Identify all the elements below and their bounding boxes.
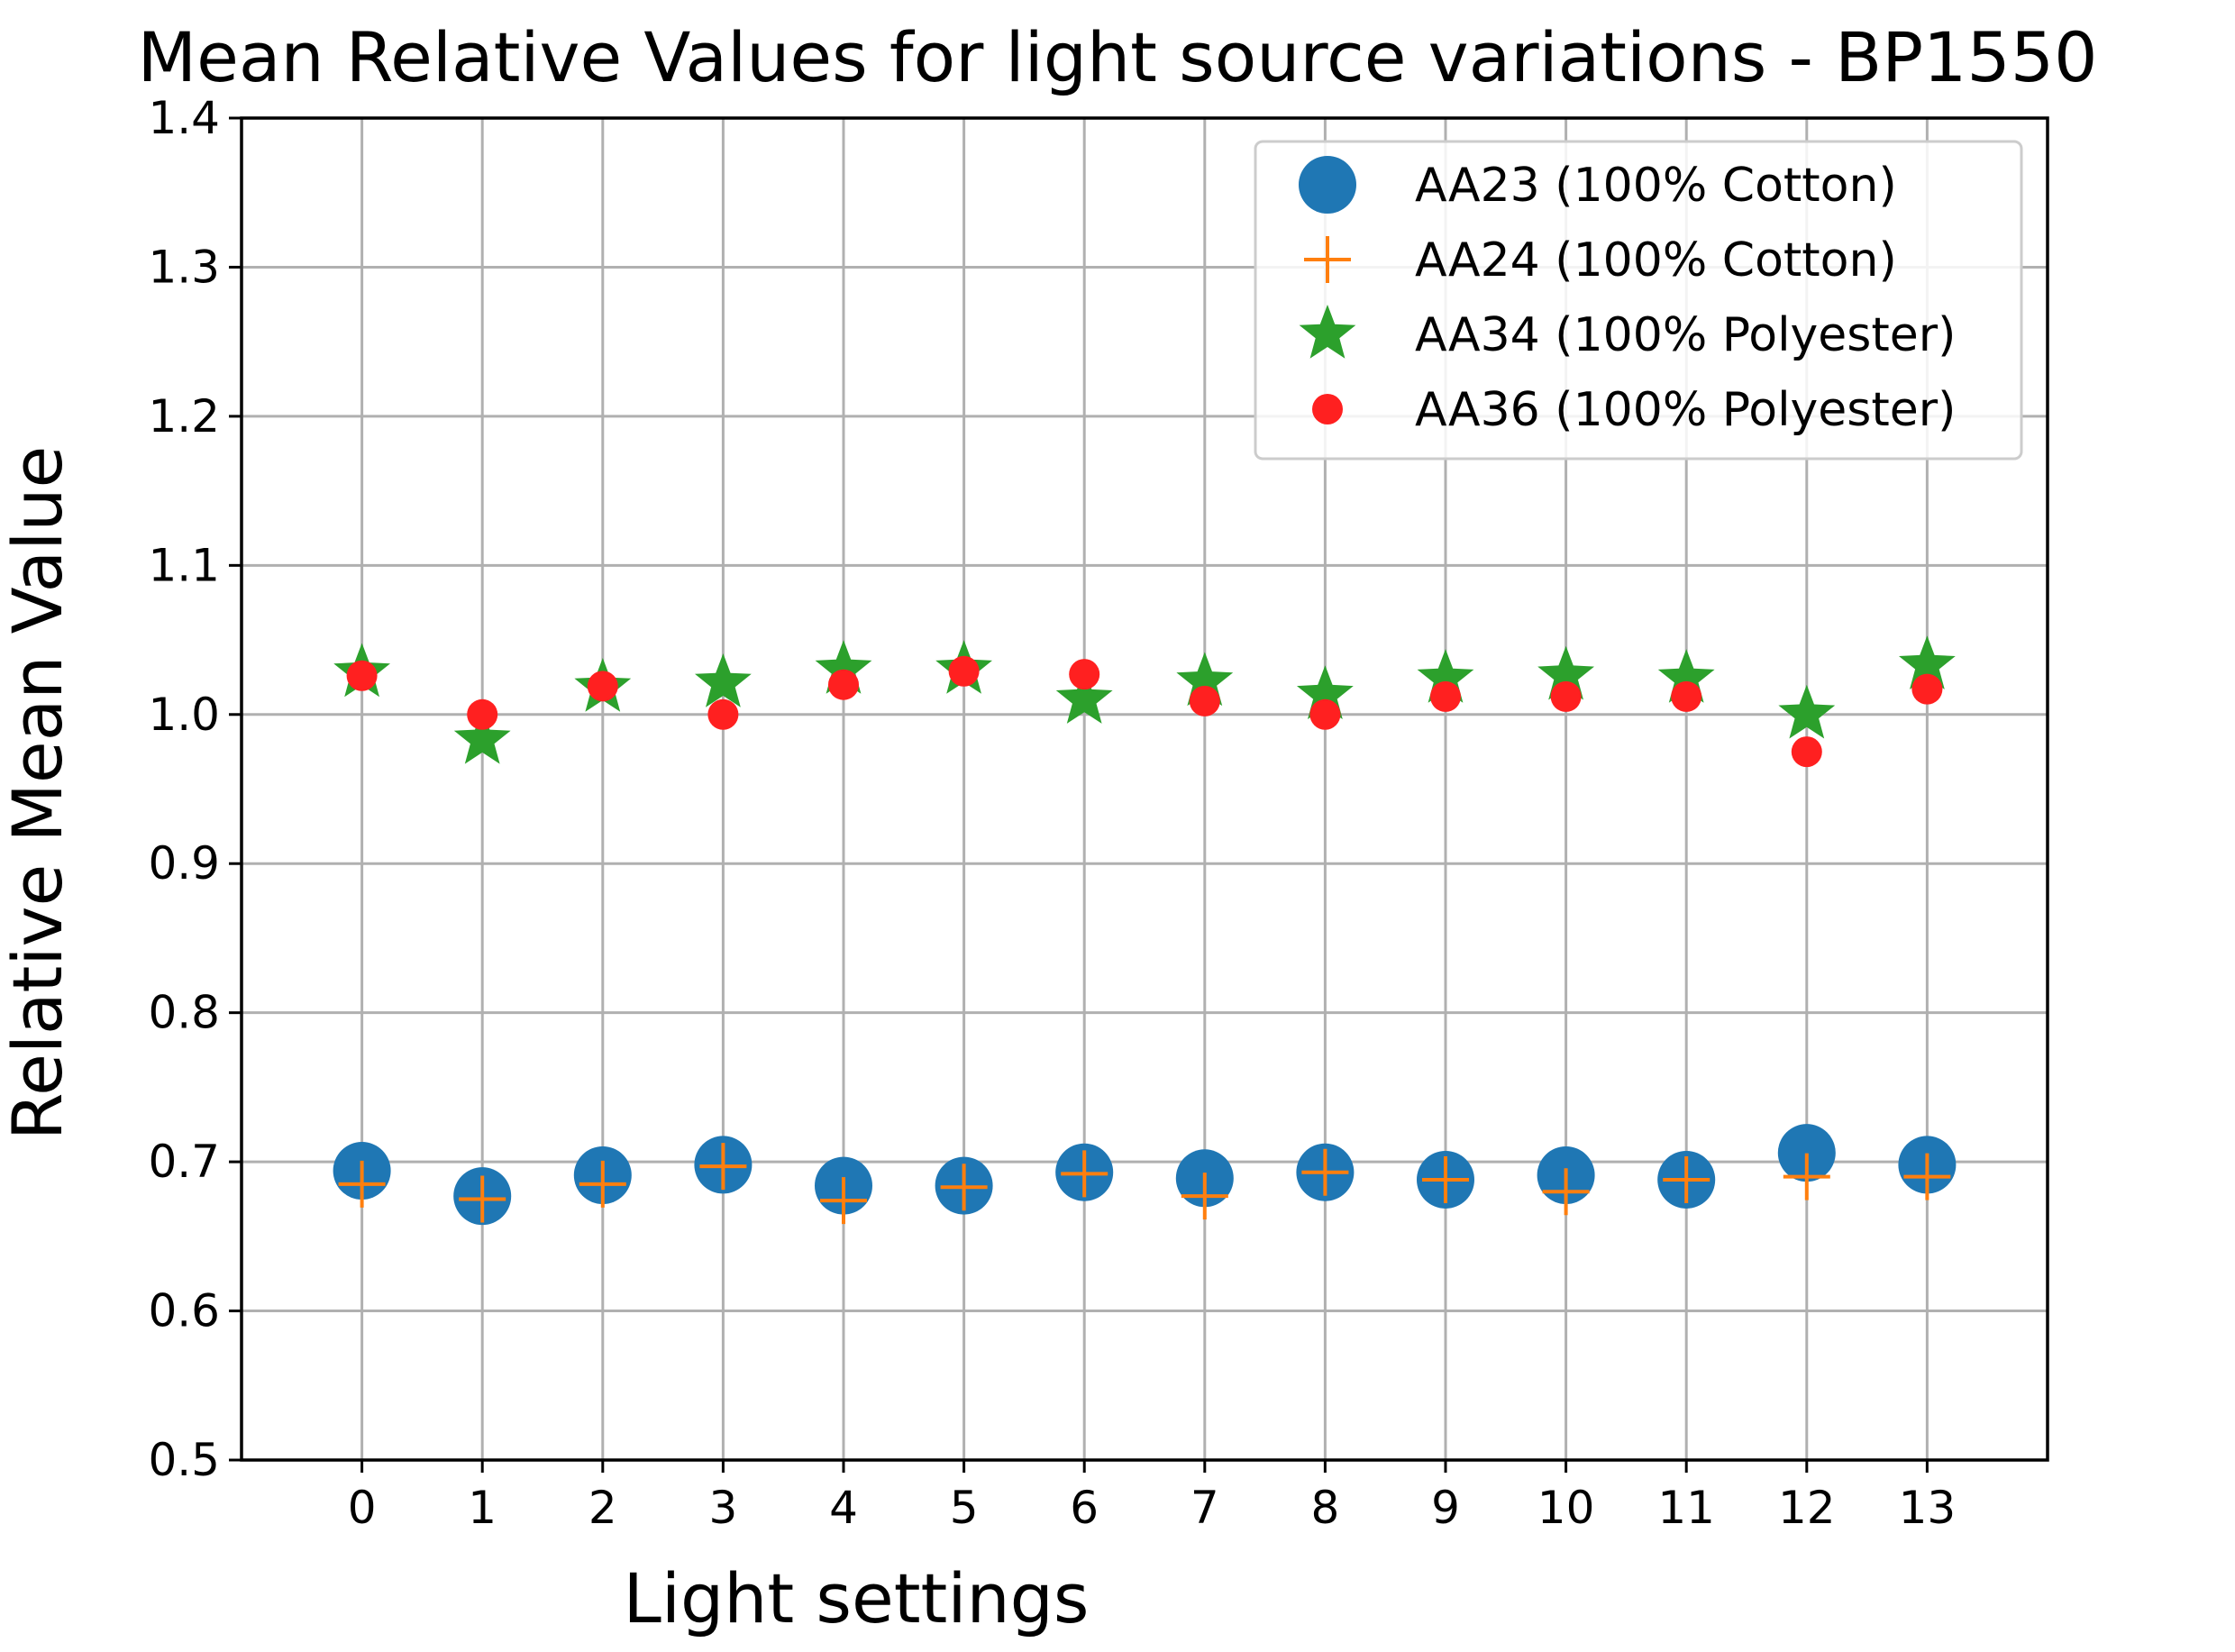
- data-point: [1778, 684, 1836, 739]
- data-point: [699, 1143, 747, 1191]
- data-point: [1309, 698, 1341, 730]
- data-point: [1069, 659, 1100, 690]
- x-axis-label: Light settings: [624, 1558, 1090, 1638]
- data-point: [587, 671, 618, 702]
- x-tick-label: 3: [708, 1482, 737, 1534]
- data-point: [346, 660, 378, 691]
- legend-entry: AA24 (100% Cotton): [1415, 233, 1897, 288]
- x-tick-label: 6: [1070, 1482, 1099, 1534]
- legend-entry: AA34 (100% Polyester): [1415, 308, 1956, 362]
- data-point: [453, 709, 511, 764]
- x-tick-label: 0: [348, 1482, 377, 1534]
- y-tick-label: 1.3: [148, 241, 220, 293]
- data-point: [1189, 685, 1220, 716]
- data-point: [1430, 680, 1461, 712]
- y-tick-labels: 0.5 0.6 0.7 0.8 0.9 1.0 1.1 1.2 1.3 1.4: [148, 92, 220, 1486]
- x-tick-label: 5: [950, 1482, 979, 1534]
- x-tick-label: 13: [1899, 1482, 1957, 1534]
- data-point: [1783, 1153, 1830, 1200]
- legend-box: [1254, 140, 2023, 461]
- data-point: [1550, 680, 1582, 712]
- data-point: [820, 1177, 867, 1225]
- data-point: [459, 1175, 506, 1223]
- data-point: [1777, 1124, 1836, 1182]
- y-tick-label: 0.9: [148, 837, 220, 890]
- x-tick-label: 7: [1190, 1482, 1219, 1534]
- x-tick-label: 8: [1310, 1482, 1339, 1534]
- y-tick-label: 0.8: [148, 987, 220, 1039]
- plot-marks: [333, 635, 1957, 1226]
- data-point: [707, 698, 739, 730]
- data-point: [1671, 680, 1702, 712]
- legend-marker: [1299, 156, 1356, 214]
- data-point: [1657, 649, 1715, 703]
- data-point: [1663, 1155, 1710, 1203]
- legend-marker: [1312, 394, 1343, 424]
- data-point: [1055, 670, 1113, 724]
- x-tick-label: 11: [1657, 1482, 1715, 1534]
- series-plus-1: [338, 1143, 1951, 1225]
- series-star-2: [333, 635, 1956, 764]
- y-tick-label: 0.6: [148, 1285, 220, 1337]
- data-point: [940, 1164, 988, 1211]
- legend: AA23 (100% Cotton) AA24 (100% Cotton) AA34…: [1254, 140, 2023, 461]
- y-tick-label: 0.5: [148, 1434, 220, 1486]
- data-point: [1899, 635, 1956, 689]
- data-point: [1301, 1148, 1349, 1196]
- data-point: [695, 653, 752, 707]
- data-point: [467, 698, 498, 730]
- legend-marker: [1299, 305, 1356, 359]
- x-tick-label: 10: [1537, 1482, 1595, 1534]
- axis-ticks: [229, 116, 1929, 1473]
- data-point: [338, 1160, 386, 1208]
- legend-entry: AA23 (100% Cotton): [1415, 159, 1897, 213]
- x-tick-label: 12: [1778, 1482, 1836, 1534]
- legend-marker: [1304, 236, 1351, 283]
- data-point: [1417, 649, 1474, 703]
- data-point: [1537, 645, 1594, 700]
- y-tick-label: 1.0: [148, 689, 220, 741]
- x-tick-label: 9: [1431, 1482, 1460, 1534]
- y-tick-label: 0.7: [148, 1136, 220, 1188]
- data-point: [1542, 1168, 1590, 1216]
- series-dot-3: [346, 655, 1943, 768]
- x-tick-label: 4: [829, 1482, 858, 1534]
- data-point: [1297, 665, 1354, 719]
- x-tick-label: 1: [468, 1482, 497, 1534]
- data-point: [1181, 1173, 1228, 1220]
- data-point: [579, 1160, 626, 1208]
- x-tick-labels: 0 1 2 3 4 5 6 7 8 9 10 11 12 13: [348, 1482, 1957, 1534]
- y-tick-label: 1.2: [148, 390, 220, 443]
- y-tick-label: 1.1: [148, 539, 220, 591]
- data-point: [1061, 1150, 1108, 1198]
- series-circle-0: [333, 1124, 1957, 1226]
- data-point: [1903, 1153, 1951, 1200]
- data-point: [1176, 652, 1234, 707]
- chart-title: Mean Relative Values for light source va…: [138, 17, 2098, 97]
- plot-frame: [240, 116, 2049, 1462]
- data-point: [1911, 673, 1943, 705]
- data-point: [815, 640, 872, 694]
- x-tick-label: 2: [588, 1482, 617, 1534]
- data-point: [1791, 736, 1822, 768]
- grid-lines: [242, 116, 2048, 1462]
- data-point: [948, 655, 980, 687]
- data-point: [828, 669, 859, 700]
- legend-entry: AA36 (100% Polyester): [1415, 383, 1956, 437]
- y-tick-label: 1.4: [148, 92, 220, 144]
- data-point: [1422, 1155, 1469, 1203]
- y-axis-label: Relative Mean Value: [0, 446, 78, 1141]
